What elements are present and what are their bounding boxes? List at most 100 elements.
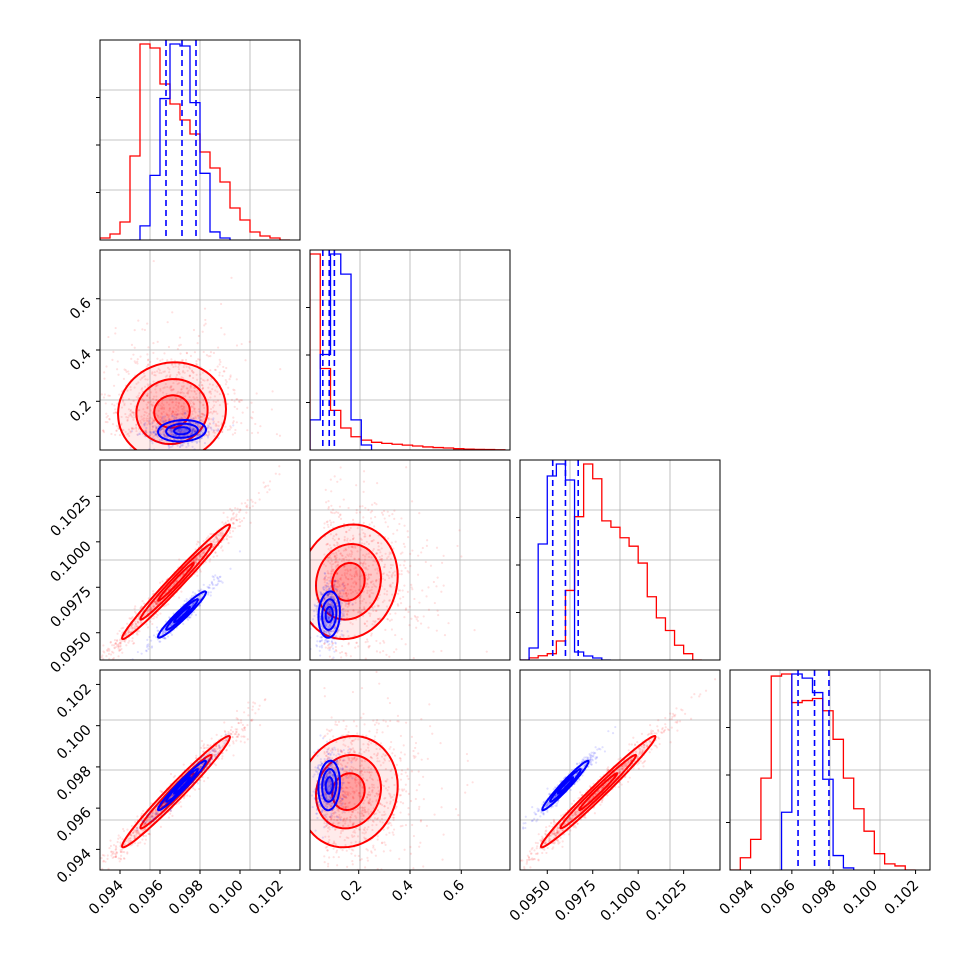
scatter-point	[335, 511, 338, 514]
panel-3-3: 0.094 0.096 0.098 0.100 0.102	[717, 669, 931, 918]
scatter-point	[328, 587, 331, 591]
scatter-point	[109, 653, 113, 656]
scatter-point	[213, 750, 216, 753]
scatter-point	[232, 424, 235, 427]
scatter-point	[178, 430, 181, 433]
scatter-point	[190, 389, 193, 393]
scatter-point	[196, 398, 199, 402]
scatter-point	[164, 631, 167, 634]
scatter-point	[330, 640, 333, 643]
scatter-point	[170, 622, 173, 626]
scatter-point	[151, 426, 154, 429]
scatter-point	[213, 751, 216, 754]
scatter-point	[343, 572, 346, 575]
scatter-point	[219, 533, 222, 536]
scatter-point	[177, 371, 180, 374]
scatter-point	[181, 443, 184, 446]
scatter-point	[440, 649, 443, 653]
scatter-point	[140, 377, 144, 380]
scatter-point	[346, 577, 350, 581]
scatter-point	[217, 539, 220, 542]
scatter-point	[336, 581, 339, 584]
scatter-point	[157, 629, 160, 632]
scatter-point	[115, 850, 118, 854]
scatter-point	[233, 400, 236, 403]
scatter-point	[170, 430, 174, 433]
scatter-point	[389, 557, 392, 560]
scatter-point	[96, 421, 98, 423]
scatter-point	[336, 563, 340, 566]
scatter-point	[175, 421, 178, 424]
scatter-point	[334, 645, 337, 649]
scatter-point	[332, 604, 335, 607]
scatter-point	[333, 544, 336, 547]
scatter-point	[174, 413, 177, 416]
scatter-point	[229, 507, 232, 510]
scatter-point	[329, 523, 332, 527]
scatter-point	[145, 431, 148, 434]
scatter-point	[322, 585, 325, 589]
scatter-point	[339, 592, 342, 595]
scatter-point	[158, 441, 161, 444]
scatter-point	[341, 608, 344, 611]
scatter-point	[201, 384, 204, 387]
scatter-point	[147, 346, 150, 349]
scatter-point	[147, 608, 150, 611]
scatter-point	[369, 612, 372, 615]
scatter-point	[179, 420, 182, 424]
scatter-point	[323, 629, 326, 632]
scatter-point	[203, 406, 206, 410]
scatter-point	[199, 373, 202, 376]
scatter-point	[171, 410, 175, 414]
scatter-point	[147, 401, 150, 404]
scatter-point	[353, 573, 356, 576]
scatter-point	[216, 747, 219, 750]
scatter-point	[115, 429, 118, 432]
scatter-point	[337, 511, 340, 514]
scatter-point	[233, 392, 236, 395]
scatter-point	[101, 879, 103, 881]
scatter-point	[340, 650, 344, 654]
scatter-point	[219, 302, 223, 306]
scatter-point	[144, 421, 147, 425]
scatter-point	[143, 423, 146, 426]
scatter-point	[364, 573, 367, 577]
scatter-point	[141, 398, 144, 401]
scatter-point	[404, 607, 408, 610]
scatter-point	[155, 812, 158, 815]
scatter-point	[275, 433, 279, 436]
scatter-point	[193, 389, 196, 393]
scatter-point	[181, 430, 185, 433]
scatter-point	[394, 612, 397, 615]
scatter-point	[339, 478, 342, 481]
scatter-point	[197, 422, 200, 426]
scatter-point	[143, 424, 146, 427]
scatter-point	[155, 808, 158, 811]
scatter-point	[386, 525, 390, 528]
scatter-point	[369, 595, 372, 599]
scatter-point	[388, 599, 392, 602]
scatter-point	[206, 536, 209, 540]
scatter-point	[127, 630, 131, 634]
histogram-series	[100, 43, 290, 240]
scatter-point	[144, 430, 147, 434]
scatter-point	[212, 431, 215, 434]
scatter-point	[198, 440, 201, 443]
scatter-point	[179, 430, 182, 433]
scatter-point	[115, 846, 118, 849]
scatter-point	[161, 632, 165, 635]
scatter-point	[231, 526, 235, 529]
scatter-point	[193, 429, 196, 433]
scatter-point	[363, 622, 367, 626]
scatter-point	[185, 365, 188, 368]
scatter-point	[173, 413, 176, 416]
scatter-point	[390, 576, 394, 579]
scatter-point	[155, 399, 158, 402]
scatter-point	[128, 414, 131, 417]
scatter-point	[219, 360, 222, 364]
scatter-point	[80, 884, 82, 886]
scatter-point	[327, 630, 330, 633]
scatter-point	[221, 430, 224, 434]
scatter-point	[151, 431, 155, 434]
